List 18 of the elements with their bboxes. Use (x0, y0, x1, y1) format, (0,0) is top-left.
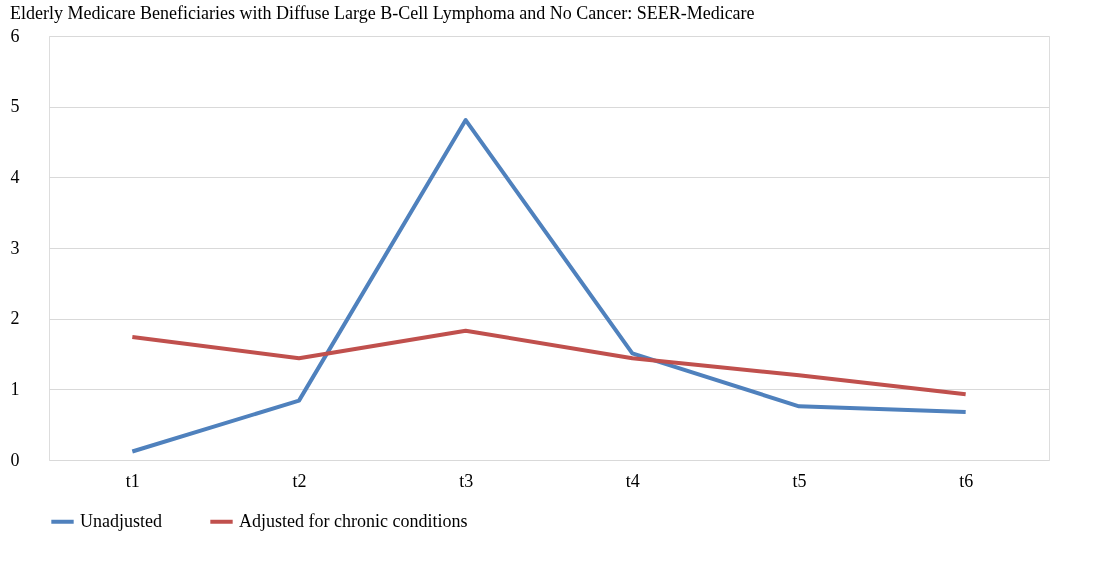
y-tick-label: 0 (10, 449, 20, 470)
y-tick-label: 5 (10, 96, 20, 117)
x-tick-label: t1 (125, 470, 140, 491)
y-tick-label: 4 (10, 166, 20, 187)
y-tick-label: 1 (10, 378, 20, 399)
y-tick-label: 3 (10, 237, 20, 258)
x-tick-label: t3 (459, 470, 474, 491)
y-tick-label: 2 (10, 308, 20, 329)
x-tick-label: t5 (792, 470, 807, 491)
x-tick-label: t2 (292, 470, 307, 491)
x-tick-label: t6 (959, 470, 974, 491)
y-tick-label: 6 (10, 25, 20, 46)
x-tick-label: t4 (625, 470, 640, 491)
chart-title: Elderly Medicare Beneficiaries with Diffuse Large B-Cell Lymphoma and No Cancer: SEER-Medicare (10, 3, 755, 23)
line-series (130, 328, 968, 397)
legend-label: Unadjusted (80, 510, 162, 531)
line-series (130, 118, 968, 454)
legend-label: Adjusted for chronic conditions (239, 510, 468, 531)
